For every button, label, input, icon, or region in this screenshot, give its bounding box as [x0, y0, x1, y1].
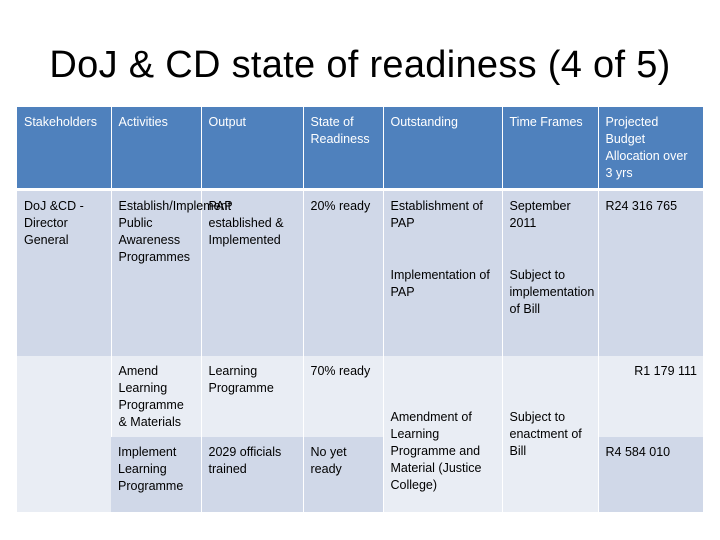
timeframe-item: Subject to implementation of Bill: [509, 268, 595, 316]
header-stakeholders: Stakeholders: [17, 107, 111, 191]
outstanding-item: Establishment of PAP: [390, 199, 483, 230]
cell-state: No yet ready: [302, 437, 383, 512]
cell-state: 70% ready: [302, 356, 383, 437]
table-row: Implement Learning Programme 2029 offici…: [17, 437, 703, 512]
header-time-frames: Time Frames: [501, 107, 598, 191]
cell-output: PAP established & Implemented: [200, 189, 303, 356]
outstanding-item: Amendment of Learning Programme and Mate…: [390, 410, 482, 492]
cell-stakeholder: [17, 356, 111, 512]
slide-title: DoJ & CD state of readiness (4 of 5): [49, 44, 671, 86]
cell-activity: Implement Learning Programme: [111, 437, 201, 512]
cell-outstanding-merged: Amendment of Learning Programme and Mate…: [382, 356, 502, 512]
cell-stakeholder: DoJ &CD - Director General: [17, 189, 111, 356]
cell-activity: Establish/Implement Public Awareness Pro…: [110, 189, 231, 356]
header-outstanding: Outstanding: [382, 107, 502, 191]
cell-outstanding: Establishment of PAP Implementation of P…: [382, 189, 502, 356]
cell-budget: R1 179 111: [597, 356, 703, 437]
outstanding-item: Implementation of PAP: [390, 268, 490, 299]
table-row: DoJ &CD - Director General Establish/Imp…: [17, 189, 703, 356]
cell-timeframe: September 2011 Subject to implementation…: [501, 189, 598, 356]
table-row: Amend Learning Programme & Materials Lea…: [17, 356, 703, 512]
header-state-of-readiness: State of Readiness: [302, 107, 383, 191]
cell-budget: R24 316 765: [597, 189, 703, 356]
timeframe-item: September 2011: [509, 199, 571, 230]
cell-state: 20% ready: [302, 189, 383, 356]
timeframe-item: Subject to enactment of Bill: [509, 410, 582, 458]
header-row: Stakeholders Activities Output State of …: [17, 107, 703, 191]
cell-timeframe-merged: Subject to enactment of Bill: [501, 356, 598, 512]
cell-activity: Amend Learning Programme & Materials: [110, 356, 201, 437]
cell-output: Learning Programme: [200, 356, 303, 437]
header-projected-budget: Projected Budget Allocation over 3 yrs: [597, 107, 703, 191]
header-activities: Activities: [110, 107, 201, 191]
header-output: Output: [200, 107, 303, 191]
readiness-table: Stakeholders Activities Output State of …: [17, 107, 703, 512]
cell-budget: R4 584 010: [597, 437, 703, 512]
cell-output: 2029 officials trained: [200, 437, 303, 512]
